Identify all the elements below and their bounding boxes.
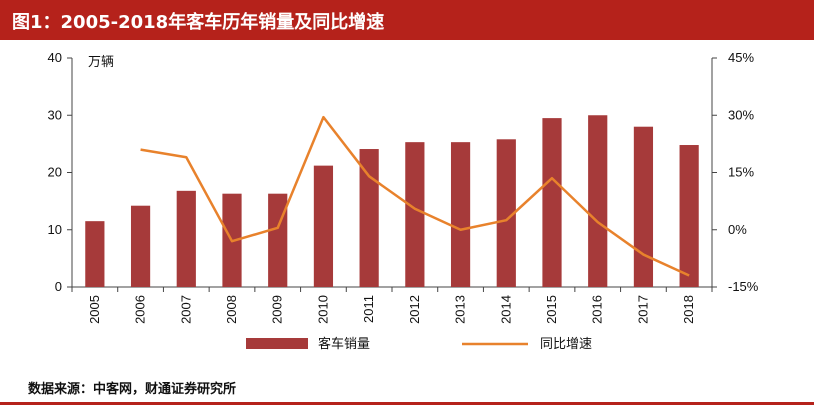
bar [588,115,608,287]
y-tick-label-left: 20 [48,165,62,180]
bar-series [85,115,699,287]
axes [67,57,717,292]
title-bar: 图1：2005-2018年客车历年销量及同比增速 [0,0,814,40]
x-tick-label: 2008 [224,295,239,324]
legend: 客车销量 同比增速 [246,336,592,351]
bar [130,205,151,287]
bar [176,190,196,287]
line-series [140,115,690,277]
bar [633,126,654,287]
bar [268,193,288,287]
x-tick-label: 2013 [453,295,468,324]
y-tick-label-left: 10 [48,222,62,237]
x-tick-label: 2010 [315,295,330,324]
bar [85,221,105,287]
legend-label-bar: 客车销量 [318,336,370,351]
y-tick-label-right: 15% [728,165,754,180]
x-tick-label: 2014 [498,295,513,324]
y-tick-label-right: 45% [728,50,754,65]
y-tick-label-right: -15% [728,279,759,294]
figure-title: 图1：2005-2018年客车历年销量及同比增速 [12,12,385,33]
source-note: 数据来源：中客网，财通证券研究所 [28,382,237,397]
x-tick-label: 2006 [133,295,148,324]
y-tick-label-left: 40 [48,50,62,65]
x-tick-label: 2018 [681,295,696,324]
bar [679,145,699,287]
x-tick-label: 2011 [361,295,376,323]
x-tick-label: 2009 [270,295,285,324]
x-tick-label: 2012 [407,295,422,324]
x-tick-label: 2005 [87,295,102,324]
y-tick-label-left: 30 [48,107,62,122]
bar [496,139,516,287]
x-tick-label: 2017 [635,295,650,324]
tick-labels: 0 10 20 30 40 -15% 0% 15% 30% 45% 万辆 2005 2006 2007 20… [48,50,759,324]
legend-swatch-bar [246,338,308,349]
x-tick-label: 2016 [590,295,605,324]
bar [450,142,471,287]
x-tick-label: 2007 [178,295,193,324]
legend-label-line: 同比增速 [540,336,592,351]
bottom-rule [0,402,814,405]
bar [542,118,562,287]
y-tick-label-left: 0 [55,279,62,294]
y-axis-unit: 万辆 [88,54,114,69]
y-tick-label-right: 30% [728,107,754,122]
bar [405,142,425,287]
y-tick-label-right: 0% [728,222,747,237]
bar [359,149,379,287]
x-tick-label: 2015 [544,295,559,324]
bar [313,165,334,287]
